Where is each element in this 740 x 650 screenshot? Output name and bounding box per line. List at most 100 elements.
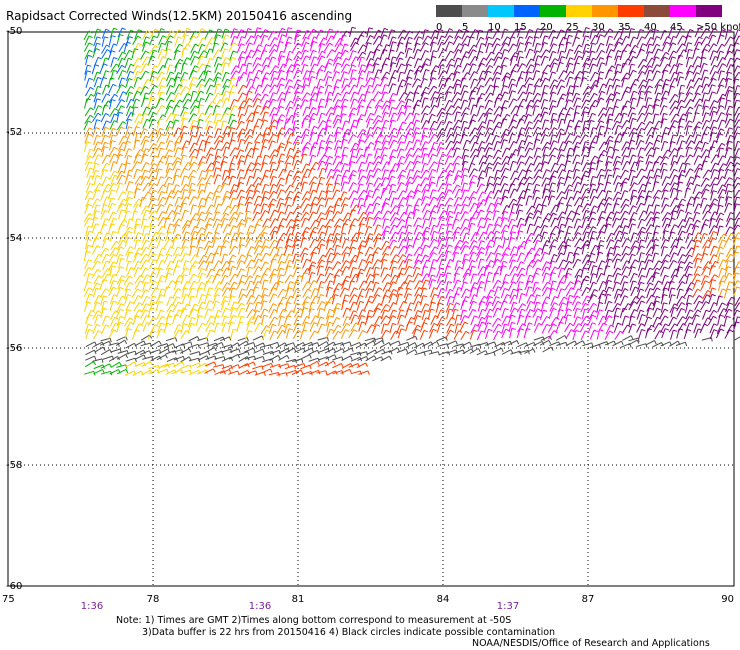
wind-barb [595,133,600,144]
barb-flag [441,128,446,132]
barb-flag [361,93,367,97]
wind-barb [638,210,644,221]
barb-flag [505,128,510,132]
wind-barb [172,160,178,171]
barb-flag [208,42,213,45]
wind-barb [171,119,176,130]
barb-flag [680,105,685,109]
wind-barb [133,169,138,179]
barb-flag [297,29,302,32]
barb-flag [527,135,532,138]
barb-flag [609,84,614,88]
wind-barb [332,92,339,103]
barb-flag [678,147,683,150]
barb-flag [641,189,647,193]
wind-barb [460,218,466,229]
wind-barb [254,27,258,38]
wind-barb [84,141,88,152]
barb-flag [585,209,590,213]
barb-flag [479,225,485,229]
wind-barb [645,97,649,108]
wind-barb [636,71,643,81]
wind-barb [222,224,228,234]
barb-flag [552,91,557,94]
barb-flag [537,225,542,229]
wind-barb [638,65,645,75]
wind-barb [524,147,531,158]
barb-flag [342,232,347,235]
barb-flag [409,140,414,144]
barb-flag [386,57,391,61]
barb-flag [720,212,725,216]
barb-flag [592,176,597,178]
barb-flag [287,141,293,144]
barb-flag [433,97,438,100]
barb-flag [553,43,558,46]
barb-flag [552,212,557,216]
wind-barb [283,127,290,137]
barb-flag [471,97,476,100]
wind-barb [725,90,730,101]
wind-barb [405,176,411,187]
barb-flag [145,50,150,54]
barb-flag [183,125,188,129]
wind-barb [164,35,171,45]
wind-barb [221,28,226,39]
barb-flag [208,169,213,172]
wind-barb [652,70,658,81]
wind-barb [468,191,475,201]
barb-flag [169,85,175,88]
wind-barb [620,190,625,201]
barb-flag [257,203,262,207]
wind-barb [388,107,393,118]
barb-flag [626,100,631,104]
wind-barb [444,121,450,131]
wind-barb [324,125,328,136]
wind-barb [467,49,474,59]
barb-flag [697,155,703,158]
wind-barb [301,37,307,47]
barb-flag [170,30,175,34]
wind-barb [597,174,602,185]
barb-flag [183,132,188,135]
wind-barb [84,133,89,144]
barb-flag [448,189,453,192]
wind-barb [588,183,593,194]
wind-barb [333,127,339,137]
barb-flag [552,71,557,74]
barb-flag [352,77,357,81]
wind-barb [228,225,234,236]
wind-barb [141,41,147,52]
barb-flag [649,69,654,72]
wind-barb [461,127,466,138]
barb-flag [617,197,622,200]
barb-flag [719,133,724,136]
wind-barb [508,83,513,94]
wind-barb [126,30,132,40]
barb-flag [290,211,295,215]
barb-flag [578,44,583,48]
wind-barb [525,99,532,110]
wind-barb [349,142,356,153]
wind-barb [613,85,618,96]
barb-flag [478,29,484,32]
wind-barb [725,127,730,138]
barb-flag [104,126,109,130]
wind-barb [388,76,393,87]
barb-flag [90,86,95,90]
legend-swatch [436,5,462,17]
barb-flag [431,113,436,117]
wind-barb [204,169,209,180]
barb-flag [202,155,207,159]
wind-barb [220,213,227,223]
wind-barb [235,120,242,131]
barb-flag [160,141,165,145]
wind-barb [429,225,435,235]
barb-flag [135,98,141,102]
barb-flag [329,58,334,61]
barb-flag [617,125,622,128]
barb-flag [696,211,701,215]
barb-flag [210,112,215,116]
barb-flag [320,85,325,89]
wind-barb [220,141,227,151]
